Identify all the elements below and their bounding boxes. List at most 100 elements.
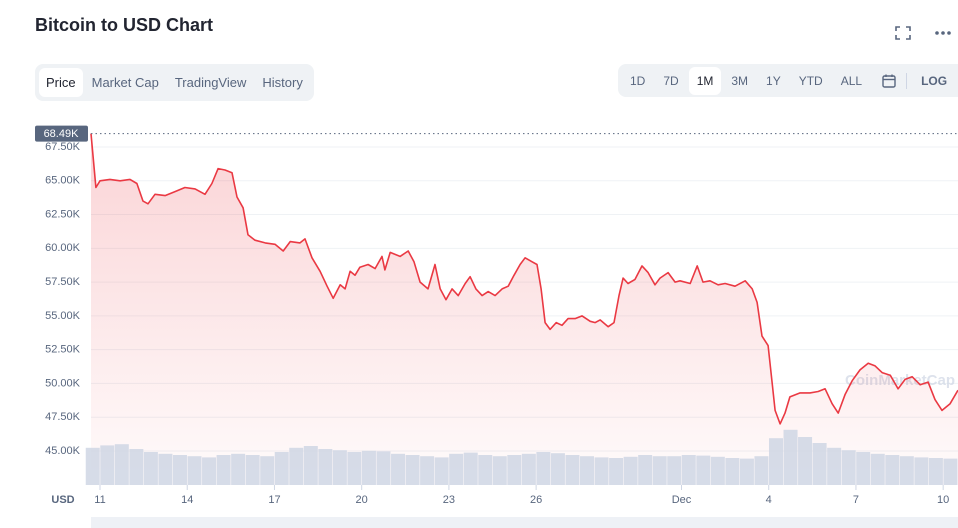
volume-bar <box>85 447 100 485</box>
volume-bar <box>652 456 667 485</box>
volume-bar <box>739 458 754 485</box>
volume-bar <box>827 447 842 485</box>
range-button[interactable]: 1M <box>688 66 722 95</box>
volume-bar <box>768 438 783 485</box>
y-tick-label: 57.50K <box>45 276 81 288</box>
x-tick-label: 26 <box>530 494 542 506</box>
volume-bar <box>260 456 275 485</box>
volume-bar <box>318 449 333 485</box>
separator <box>906 72 908 89</box>
volume-bar <box>100 445 115 485</box>
tab[interactable]: Price <box>39 68 83 97</box>
volume-bar <box>129 449 144 485</box>
volume-bar <box>536 452 551 485</box>
volume-bar <box>550 453 565 485</box>
page-title: Bitcoin to USD Chart <box>35 15 213 35</box>
range-button[interactable]: 1D <box>630 73 646 88</box>
y-tick-label: 62.50K <box>45 208 81 220</box>
log-button[interactable]: LOG <box>921 73 948 88</box>
y-tick-label: 52.50K <box>45 344 81 356</box>
x-tick-label: 20 <box>356 494 368 506</box>
tab[interactable]: TradingView <box>174 75 247 90</box>
tab[interactable]: Market Cap <box>91 75 159 90</box>
volume-bar <box>754 456 769 485</box>
volume-bar <box>434 457 449 485</box>
volume-bar <box>114 444 129 485</box>
x-tick-label: 7 <box>853 494 859 506</box>
volume-bar <box>696 455 711 485</box>
volume-bar <box>347 452 362 485</box>
volume-bar <box>899 456 914 485</box>
volume-bar <box>216 455 231 485</box>
x-tick-label: 10 <box>937 494 949 506</box>
range-button[interactable]: 3M <box>731 73 749 88</box>
y-tick-label: 47.50K <box>45 411 81 423</box>
volume-bar <box>449 453 464 485</box>
volume-bar <box>507 455 522 485</box>
volume-bar <box>914 457 929 485</box>
volume-bar <box>885 455 900 485</box>
volume-bar <box>856 452 871 485</box>
y-tick-label: 60.00K <box>45 242 81 254</box>
volume-bar <box>376 451 391 485</box>
volume-bar <box>405 455 420 485</box>
price-area <box>91 133 958 485</box>
y-tick-label: 67.50K <box>45 141 81 153</box>
volume-bar <box>361 450 376 485</box>
volume-bar <box>172 455 187 485</box>
volume-bar <box>710 456 725 485</box>
x-tick-label: Dec <box>672 494 692 506</box>
tab[interactable]: History <box>262 75 303 90</box>
volume-bar <box>943 458 958 485</box>
navigator-strip <box>91 517 958 528</box>
range-bar: 1D 7D 1M 3M 1Y YTD ALL LOG <box>618 64 958 97</box>
volume-bar <box>609 458 624 485</box>
range-button[interactable]: YTD <box>798 73 823 88</box>
volume-bar <box>580 456 595 485</box>
volume-bar <box>798 437 813 485</box>
volume-bar <box>623 456 638 485</box>
x-tick-label: 14 <box>181 494 193 506</box>
y-tick-label: 65.00K <box>45 175 81 187</box>
volume-bar <box>841 450 856 485</box>
range-button[interactable]: 1Y <box>766 73 781 88</box>
tab-bar: Price Market Cap TradingView History <box>35 64 314 101</box>
range-button[interactable]: ALL <box>840 73 863 88</box>
volume-bar <box>420 456 435 485</box>
current-price-label: 68.49K <box>44 128 80 140</box>
volume-bar <box>303 446 318 485</box>
range-button[interactable]: 7D <box>663 73 679 88</box>
x-tick-label: 17 <box>268 494 280 506</box>
volume-bar <box>187 456 202 485</box>
volume-bar <box>274 452 289 485</box>
currency-label: USD <box>51 494 74 506</box>
volume-bar <box>391 453 406 485</box>
volume-bar <box>812 443 827 485</box>
y-tick-label: 45.00K <box>45 445 81 457</box>
price-line <box>90 133 958 425</box>
volume-bar <box>231 453 246 485</box>
volume-bar <box>289 447 304 485</box>
volume-bar <box>638 455 653 485</box>
volume-bar <box>928 458 943 485</box>
volume-bar <box>667 456 682 485</box>
volume-bar <box>332 450 347 485</box>
volume-bar <box>783 429 798 485</box>
volume-bar <box>725 458 740 485</box>
volume-bar <box>521 453 536 485</box>
volume-bar <box>681 455 696 485</box>
volume-bar <box>492 456 507 485</box>
fullscreen-icon[interactable] <box>892 23 914 43</box>
x-tick-label: 23 <box>443 494 455 506</box>
y-tick-label: 55.00K <box>45 310 81 322</box>
current-price-badge <box>35 125 88 142</box>
x-tick-label: 11 <box>94 494 105 506</box>
volume-bar <box>463 452 478 485</box>
calendar-icon[interactable] <box>882 74 896 88</box>
volume-bar <box>478 455 493 485</box>
more-icon[interactable] <box>935 31 951 35</box>
volume-bar <box>202 457 217 485</box>
volume-bar <box>594 457 609 485</box>
